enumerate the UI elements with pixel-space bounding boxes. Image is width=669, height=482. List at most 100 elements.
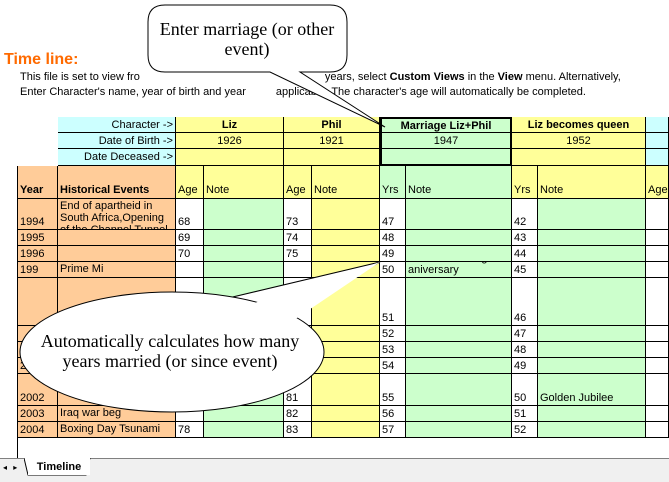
cell-r11-year[interactable]: 2004 [18,422,58,438]
cell-r1-n3[interactable] [406,199,512,230]
cell-r5-n3[interactable] [406,278,512,326]
cell-r9-a3[interactable]: 55 [380,374,406,406]
date-of-birth-1[interactable]: 1926 [176,133,284,149]
cell-r4-n4[interactable] [538,262,646,278]
cell-r11-n4[interactable] [538,422,646,438]
cell-r2-a3[interactable]: 48 [380,230,406,246]
character-name-4[interactable]: Liz becomes queen [512,117,646,133]
cell-r2-event[interactable] [58,230,176,246]
header-note4[interactable]: Note [538,166,646,199]
cell-r3-year[interactable]: 1996 [18,246,58,262]
character-name-2[interactable]: Phil [284,117,380,133]
label-overflow-character[interactable] [646,117,669,133]
cell-r5-age5[interactable] [646,278,669,326]
cell-r3-age5[interactable] [646,246,669,262]
cell-r11-a2[interactable]: 83 [284,422,312,438]
cell-r1-a1[interactable]: 68 [176,199,204,230]
cell-r2-a4[interactable]: 43 [512,230,538,246]
cell-r6-n4[interactable] [538,326,646,342]
cell-r9-n2[interactable] [312,374,380,406]
cell-r10-year[interactable]: 2003 [18,406,58,422]
header-age5[interactable]: Age [646,166,669,199]
sheet-tab-timeline[interactable]: Timeline [28,458,90,475]
cell-r5-n4[interactable] [538,278,646,326]
cell-r10-event[interactable]: Iraq war beg [58,406,176,422]
cell-r5-n2[interactable] [312,278,380,326]
cell-r3-a1[interactable]: 70 [176,246,204,262]
cell-r3-a3[interactable]: 49 [380,246,406,262]
cell-r11-a3[interactable]: 57 [380,422,406,438]
header-note1[interactable]: Note [204,166,284,199]
cell-r1-event[interactable]: End of apartheid in South Africa,Opening… [58,199,176,230]
cell-r3-n2[interactable] [312,246,380,262]
cell-r10-a1[interactable] [176,406,204,422]
cell-r7-n3[interactable] [406,342,512,358]
cell-r8-n2[interactable] [312,358,380,374]
cell-r7-n2[interactable] [312,342,380,358]
cell-r10-a4[interactable]: 51 [512,406,538,422]
date-deceased-4[interactable] [512,149,646,166]
cell-r10-a2[interactable]: 82 [284,406,312,422]
cell-r1-a3[interactable]: 47 [380,199,406,230]
cell-r4-year[interactable]: 199 [18,262,58,278]
cell-r7-age5[interactable] [646,342,669,358]
cell-r11-age5[interactable] [646,422,669,438]
cell-r3-a4[interactable]: 44 [512,246,538,262]
cell-r5-a4[interactable]: 46 [512,278,538,326]
cell-r2-year[interactable]: 1995 [18,230,58,246]
header-year[interactable]: Year [18,166,58,199]
cell-r2-age5[interactable] [646,230,669,246]
cell-r4-n2[interactable] [312,262,380,278]
cell-r2-n2[interactable] [312,230,380,246]
cell-r4-age5[interactable] [646,262,669,278]
cell-r9-a4[interactable]: 50 [512,374,538,406]
cell-r11-n2[interactable] [312,422,380,438]
cell-r3-n4[interactable] [538,246,646,262]
cell-r6-n2[interactable] [312,326,380,342]
cell-r7-a4[interactable]: 48 [512,342,538,358]
cell-r4-n3[interactable]: Golden wedding aniversary [406,262,512,278]
label-character[interactable]: Character -> [58,117,176,133]
cell-r9-age5[interactable] [646,374,669,406]
cell-r2-n4[interactable] [538,230,646,246]
cell-r8-n3[interactable] [406,358,512,374]
cell-r2-a2[interactable]: 74 [284,230,312,246]
date-deceased-2[interactable] [284,149,380,166]
cell-r3-n3[interactable] [406,246,512,262]
cell-r10-n4[interactable] [538,406,646,422]
cell-r3-event[interactable] [58,246,176,262]
cell-r1-n4[interactable] [538,199,646,230]
cell-r6-age5[interactable] [646,326,669,342]
cell-r4-a2[interactable] [284,262,312,278]
cell-r1-a4[interactable]: 42 [512,199,538,230]
header-note2[interactable]: Note [312,166,380,199]
cell-r10-age5[interactable] [646,406,669,422]
date-of-birth-3[interactable]: 1947 [380,133,512,149]
cell-r4-n1[interactable] [204,262,284,278]
date-of-birth-4[interactable]: 1952 [512,133,646,149]
cell-r11-event[interactable]: Boxing Day Tsunami [58,422,176,438]
cell-r9-n3[interactable] [406,374,512,406]
cell-r4-a4[interactable]: 45 [512,262,538,278]
label-dob[interactable]: Date of Birth -> [58,133,176,149]
cell-r11-a1[interactable]: 78 [176,422,204,438]
cell-r6-n3[interactable] [406,326,512,342]
date-deceased-3[interactable] [380,149,512,166]
cell-r4-event[interactable]: Prime Mi [58,262,176,278]
header-age1[interactable]: Age [176,166,204,199]
cell-r11-n3[interactable] [406,422,512,438]
cell-r4-a3[interactable]: 50 [380,262,406,278]
cell-r1-year[interactable]: 1994 [18,199,58,230]
header-note3[interactable]: Note [406,166,512,199]
label-overflow-deceased[interactable] [646,149,669,166]
cell-r10-n2[interactable] [312,406,380,422]
header-yrs3[interactable]: Yrs [380,166,406,199]
header-events[interactable]: Historical Events [58,166,176,199]
cell-r1-a2[interactable]: 73 [284,199,312,230]
cell-r11-a4[interactable]: 52 [512,422,538,438]
label-deceased[interactable]: Date Deceased -> [58,149,176,166]
cell-r8-age5[interactable] [646,358,669,374]
cell-r2-a1[interactable]: 69 [176,230,204,246]
cell-r10-a3[interactable]: 56 [380,406,406,422]
cell-r8-n4[interactable] [538,358,646,374]
